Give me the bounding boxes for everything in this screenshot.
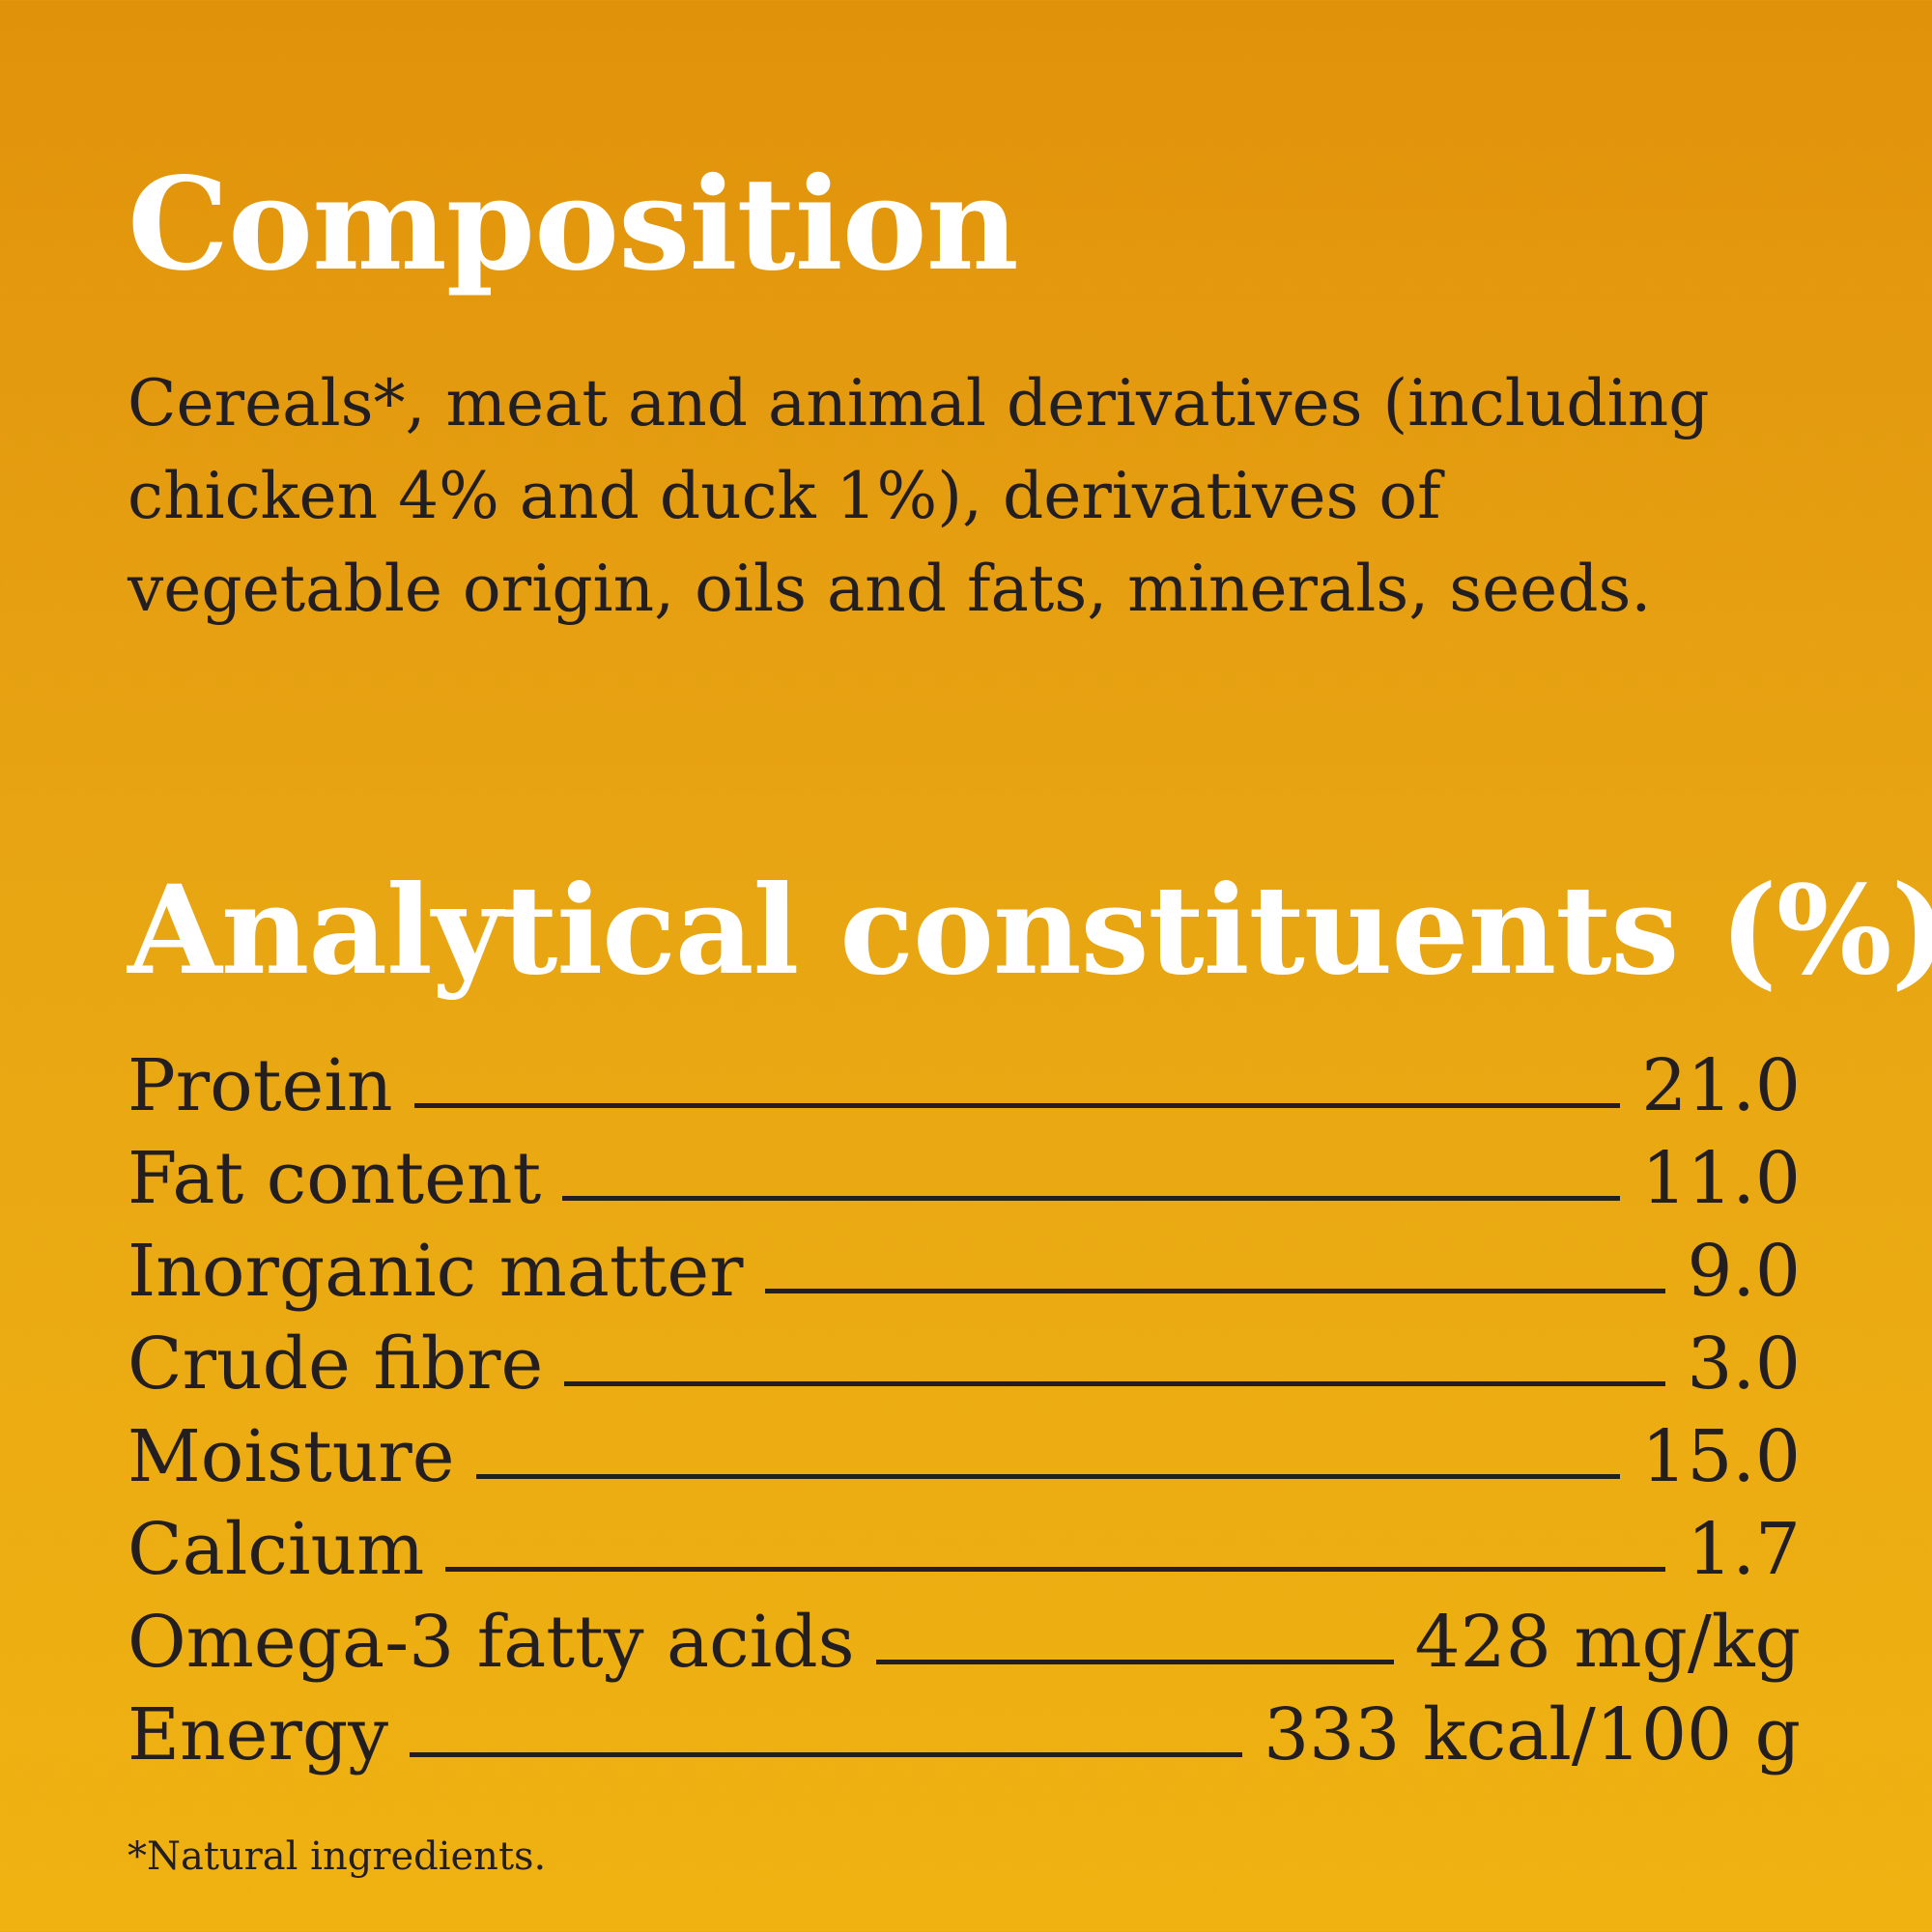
constituent-row-protein: Protein 21.0 [128, 1039, 1801, 1132]
constituent-row-omega-3: Omega-3 fatty acids 428 mg/kg [128, 1596, 1801, 1689]
constituent-label: Energy [128, 1693, 389, 1776]
leader-line [445, 1567, 1666, 1572]
constituent-value: 11.0 [1641, 1137, 1801, 1220]
constituent-value: 333 kcal/100 g [1264, 1693, 1801, 1776]
leader-line [564, 1381, 1666, 1386]
leader-line [562, 1196, 1621, 1201]
constituent-value: 3.0 [1687, 1322, 1801, 1406]
constituent-label: Protein [128, 1044, 393, 1127]
leader-line [410, 1752, 1243, 1757]
constituent-value: 9.0 [1687, 1230, 1801, 1313]
constituent-row-calcium: Calcium 1.7 [128, 1503, 1801, 1596]
leader-line [875, 1660, 1394, 1664]
footnote: *Natural ingredients. [128, 1834, 547, 1879]
constituent-row-crude-fibre: Crude fibre 3.0 [128, 1318, 1801, 1410]
constituents-list: Protein 21.0 Fat content 11.0 Inorganic … [128, 1039, 1801, 1781]
constituent-value: 1.7 [1687, 1508, 1801, 1591]
constituent-label: Fat content [128, 1137, 542, 1220]
constituent-value: 428 mg/kg [1414, 1601, 1801, 1684]
constituent-label: Crude fibre [128, 1322, 544, 1406]
label-panel: Composition Cereals*, meat and animal de… [128, 0, 1932, 1932]
constituent-row-fat-content: Fat content 11.0 [128, 1132, 1801, 1225]
constituent-value: 15.0 [1641, 1415, 1801, 1498]
constituent-label: Calcium [128, 1508, 425, 1591]
leader-line [413, 1103, 1621, 1108]
constituent-row-energy: Energy 333 kcal/100 g [128, 1689, 1801, 1781]
analytical-constituents-heading: Analytical constituents (%) [128, 859, 1932, 1002]
composition-text: Cereals*, meat and animal derivatives (i… [128, 366, 1710, 626]
constituent-row-inorganic-matter: Inorganic matter 9.0 [128, 1225, 1801, 1318]
constituent-label: Omega-3 fatty acids [128, 1601, 855, 1684]
composition-heading: Composition [128, 150, 1019, 299]
constituent-label: Moisture [128, 1415, 455, 1498]
leader-line [475, 1474, 1621, 1479]
constituent-row-moisture: Moisture 15.0 [128, 1410, 1801, 1503]
constituent-label: Inorganic matter [128, 1230, 744, 1313]
constituent-value: 21.0 [1641, 1044, 1801, 1127]
leader-line [764, 1289, 1666, 1293]
